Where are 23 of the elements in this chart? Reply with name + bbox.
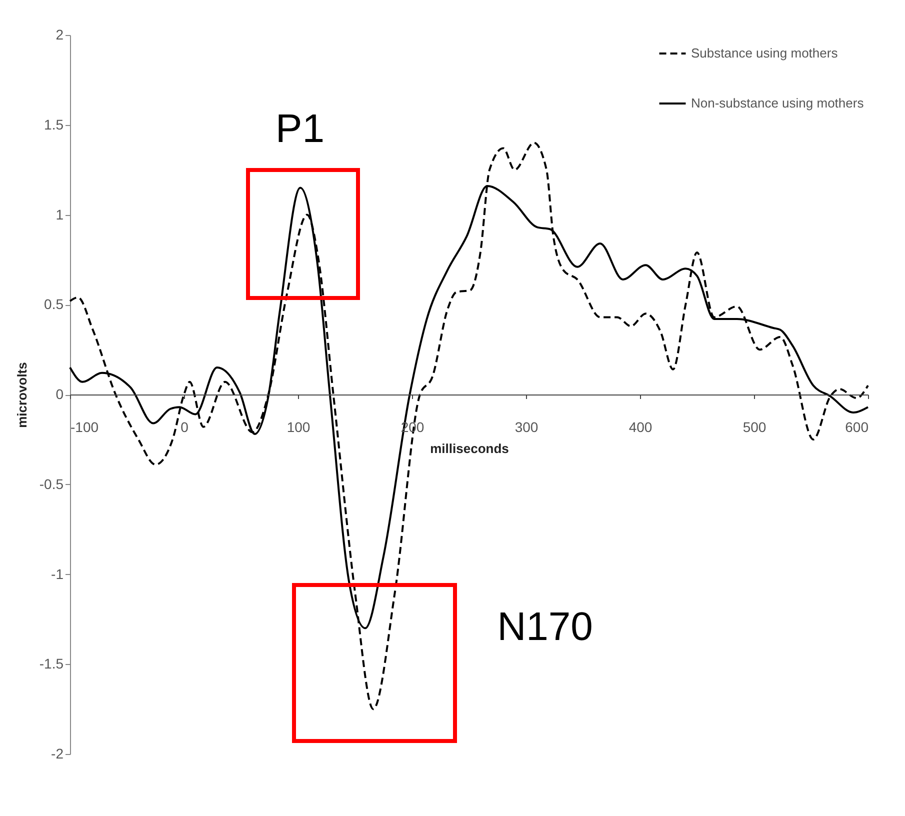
x-tick-label: 500 (742, 419, 766, 435)
legend-label: Non-substance using mothers (691, 96, 864, 110)
y-tick-label: 2 (56, 26, 64, 42)
y-tick-label: 1 (56, 206, 64, 222)
x-axis-title: milliseconds (430, 441, 509, 456)
x-tick-label: 300 (514, 419, 538, 435)
y-tick-label: 1.5 (44, 116, 64, 132)
x-tick-label: 100 (286, 419, 310, 435)
y-axis-title: microvolts (14, 362, 30, 428)
legend-label: Substance using mothers (691, 46, 838, 60)
y-tick-label: 0 (56, 386, 64, 402)
x-tick-label: 0 (180, 419, 189, 435)
x-tick-label: 600 (845, 419, 869, 435)
y-tick-label: -1 (51, 566, 64, 582)
y-tick-label: -1.5 (39, 656, 64, 672)
x-tick-label: -100 (70, 419, 99, 435)
line-series (69, 142, 869, 710)
annotation: P1 (276, 107, 324, 151)
y-tick-label: 0.5 (44, 296, 64, 312)
y-tick-label: -0.5 (39, 476, 64, 492)
y-tick-label: -2 (51, 746, 64, 762)
annotation: N170 (497, 605, 593, 649)
x-tick-label: 400 (628, 419, 652, 435)
